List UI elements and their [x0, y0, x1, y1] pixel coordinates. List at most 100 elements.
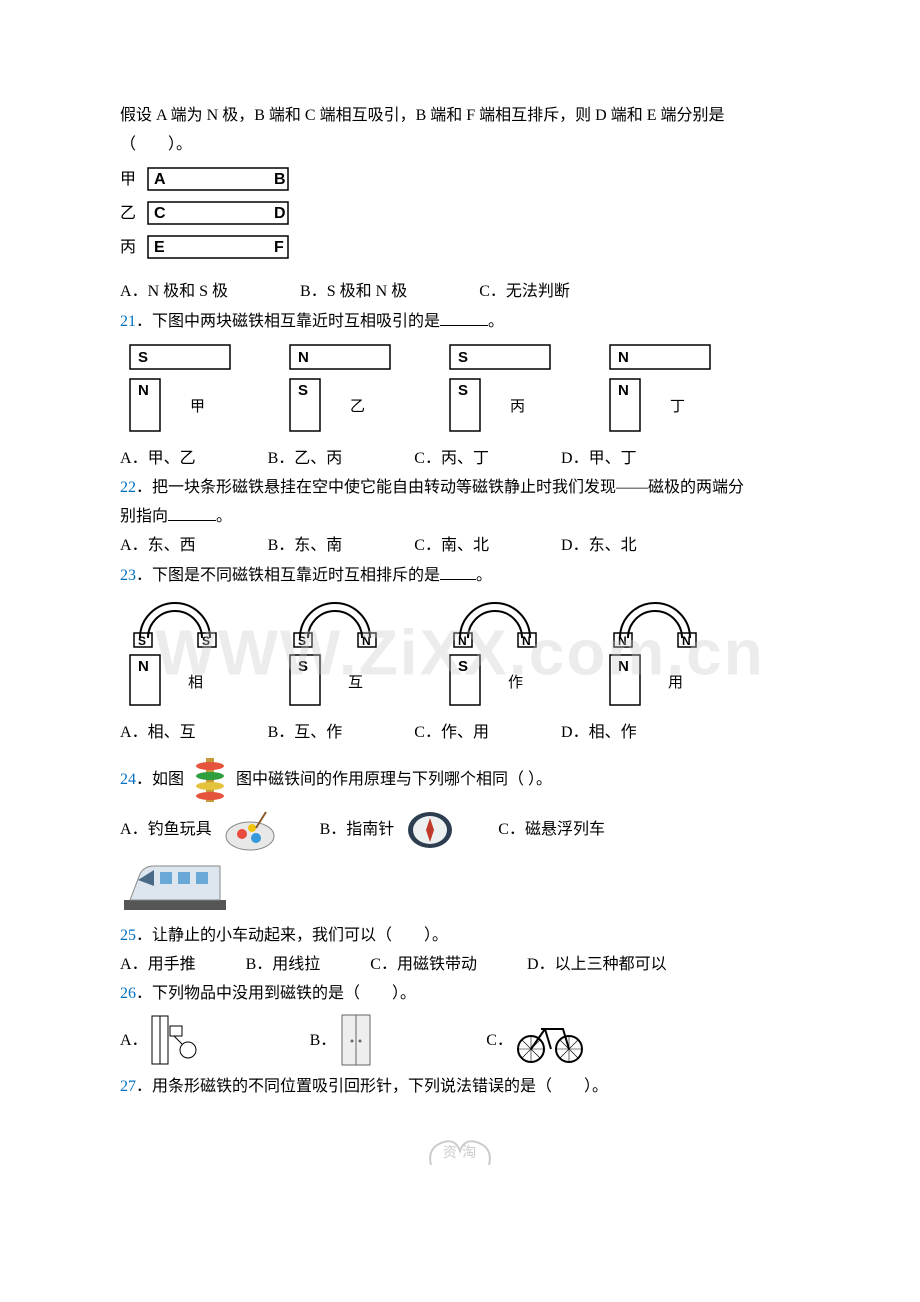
q20-opt-b: B．S 极和 N 极: [300, 278, 407, 305]
q21-opt-c: C．丙、丁: [414, 445, 489, 472]
svg-text:S: S: [138, 349, 148, 366]
q20-opt-c: C．无法判断: [479, 278, 570, 305]
q24-opt-c: C．磁悬浮列车: [498, 816, 605, 843]
q26-opt-c-label: C．: [486, 1027, 513, 1054]
svg-text:资 淘: 资 淘: [443, 1145, 478, 1161]
q23-opt-b: B．互、作: [268, 719, 343, 746]
q27-stem: 27．用条形磁铁的不同位置吸引回形针，下列说法错误的是（ ）。: [120, 1073, 800, 1100]
q23-options: A．相、互 B．互、作 C．作、用 D．相、作: [120, 719, 800, 746]
svg-text:S: S: [298, 382, 308, 399]
q26-opt-a-label: A．: [120, 1027, 148, 1054]
q24-number: 24: [120, 771, 136, 788]
q25-options: A．用手推 B．用线拉 C．用磁铁带动 D．以上三种都可以: [120, 951, 800, 978]
svg-text:N: N: [298, 349, 309, 366]
svg-text:乙: 乙: [350, 399, 365, 415]
q21-number: 21: [120, 313, 136, 330]
q20-opt-a: A．N 极和 S 极: [120, 278, 228, 305]
svg-text:甲: 甲: [120, 171, 136, 188]
q22-options: A．东、西 B．东、南 C．南、北 D．东、北: [120, 532, 800, 559]
q25-stem: 25．让静止的小车动起来，我们可以（ ）。: [120, 922, 800, 949]
q20-stem-1: 假设 A 端为 N 极，B 端和 C 端相互吸引，B 端和 F 端相互排斥，则 …: [120, 102, 800, 129]
svg-text:N: N: [138, 382, 149, 399]
q20-options: A．N 极和 S 极 B．S 极和 N 极 C．无法判断: [120, 278, 800, 305]
footer-logo: 资 淘: [120, 1131, 800, 1181]
q23-opt-a: A．相、互: [120, 719, 196, 746]
svg-text:作: 作: [508, 674, 523, 691]
compass-icon: [404, 808, 456, 852]
q20-stem-2: （ ）。: [120, 131, 800, 158]
q22-opt-c: C．南、北: [414, 532, 489, 559]
q23-opt-c: C．作、用: [414, 719, 489, 746]
q25-opt-a: A．用手推: [120, 951, 196, 978]
svg-text:N: N: [362, 634, 371, 648]
svg-text:B: B: [274, 171, 286, 188]
svg-text:N: N: [682, 634, 691, 648]
svg-text:N: N: [618, 382, 629, 399]
svg-text:N: N: [458, 634, 467, 648]
q21-opt-b: B．乙、丙: [268, 445, 343, 472]
svg-text:S: S: [298, 634, 306, 648]
svg-text:S: S: [458, 349, 468, 366]
maglev-train-icon: [120, 856, 230, 916]
q25-opt-d: D．以上三种都可以: [527, 951, 667, 978]
svg-text:N: N: [138, 658, 149, 675]
svg-text:D: D: [274, 205, 286, 222]
q24-stem-image: [190, 756, 230, 804]
q22-number: 22: [120, 479, 136, 496]
svg-text:丙: 丙: [510, 399, 525, 415]
q27-number: 27: [120, 1078, 136, 1095]
q22-stem-1: 22．把一块条形磁铁悬挂在空中使它能自由转动等磁铁静止时我们发现——磁极的两端分: [120, 474, 800, 501]
blank: [168, 504, 216, 521]
q21-stem: 21．下图中两块磁铁相互靠近时互相吸引的是。: [120, 308, 800, 335]
svg-text:N: N: [618, 658, 629, 675]
q24-opt-a: A．钓鱼玩具: [120, 816, 212, 843]
q21-options: A．甲、乙 B．乙、丙 C．丙、丁 D．甲、丁: [120, 445, 800, 472]
q21-opt-a: A．甲、乙: [120, 445, 196, 472]
q22-opt-b: B．东、南: [268, 532, 343, 559]
q24-stem: 24．如图 图中磁铁间的作用原理与下列哪个相同（ ）。: [120, 756, 800, 804]
svg-text:C: C: [154, 205, 166, 222]
q21-opt-d: D．甲、丁: [561, 445, 637, 472]
fishing-toy-icon: [222, 808, 278, 852]
q22-opt-a: A．东、西: [120, 532, 196, 559]
svg-text:丁: 丁: [670, 399, 685, 415]
bicycle-icon: [513, 1015, 587, 1065]
q26-stem: 26．下列物品中没用到磁铁的是（ ）。: [120, 980, 800, 1007]
blank: [440, 309, 488, 326]
q23-opt-d: D．相、作: [561, 719, 637, 746]
svg-text:S: S: [458, 382, 468, 399]
q23-number: 23: [120, 567, 136, 584]
q25-number: 25: [120, 927, 136, 944]
q23-figure: S S N 相 S N S 互: [120, 593, 760, 713]
svg-text:用: 用: [668, 675, 683, 691]
q26-opt-b-label: B．: [310, 1027, 337, 1054]
svg-text:互: 互: [348, 675, 363, 691]
q22-stem-2: 别指向。: [120, 503, 800, 530]
q23-stem: 23．下图是不同磁铁相互靠近时互相排斥的是。: [120, 562, 800, 589]
svg-text:F: F: [274, 239, 284, 256]
q24-opt-b: B．指南针: [320, 816, 395, 843]
svg-text:甲: 甲: [190, 399, 205, 415]
svg-text:A: A: [154, 171, 166, 188]
q25-opt-c: C．用磁铁带动: [370, 951, 477, 978]
svg-text:S: S: [458, 658, 468, 675]
cabinet-icon: [336, 1011, 376, 1069]
svg-text:丙: 丙: [120, 239, 136, 256]
svg-text:乙: 乙: [120, 205, 136, 222]
door-lock-icon: [148, 1012, 200, 1068]
q24-options: A．钓鱼玩具 B．指南针 C．磁悬浮列车: [120, 808, 800, 852]
svg-text:E: E: [154, 239, 165, 256]
q25-opt-b: B．用线拉: [246, 951, 321, 978]
q21-figure: S N 甲 N S 乙 S S 丙: [120, 339, 760, 439]
blank: [440, 563, 476, 580]
q20-bars-figure: 甲 A B 乙 C D 丙 E F: [120, 162, 320, 272]
svg-text:N: N: [618, 349, 629, 366]
svg-text:N: N: [618, 634, 627, 648]
q26-number: 26: [120, 985, 136, 1002]
svg-text:N: N: [522, 634, 531, 648]
svg-text:相: 相: [188, 674, 203, 691]
svg-text:S: S: [202, 634, 210, 648]
svg-text:S: S: [138, 634, 146, 648]
q22-opt-d: D．东、北: [561, 532, 637, 559]
svg-text:S: S: [298, 658, 308, 675]
